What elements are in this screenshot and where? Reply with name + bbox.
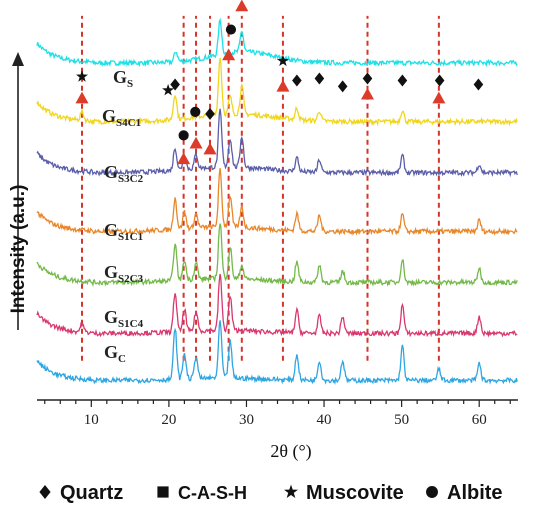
diamond-marker (473, 78, 484, 91)
legend-item-muscovite: Muscovite (284, 482, 404, 504)
series-line (36, 273, 518, 338)
circle-marker (178, 130, 189, 141)
diamond-marker (170, 78, 180, 91)
diamond-marker (397, 74, 408, 87)
series-label-main: G (104, 307, 118, 327)
series-line (36, 320, 518, 385)
axes-layer: Intensity (a.u.) 2θ (°) 10 20 30 40 50 60 (8, 52, 518, 462)
series-label-main: G (104, 162, 118, 182)
legend-label: Albite (447, 482, 503, 504)
square-legend-icon (157, 486, 169, 498)
legend-item-cash: C-A-S-H (157, 483, 247, 503)
series-label: GS (113, 67, 133, 90)
series-label: GS4C1 (102, 106, 141, 129)
circle-marker (190, 106, 201, 117)
series-label-sub: S2C3 (118, 273, 144, 285)
series-label-sub: C (118, 353, 126, 365)
legend: Quartz C-A-S-H Muscovite Albite (39, 482, 503, 504)
star-legend-icon (284, 484, 298, 498)
x-tick-label: 60 (472, 412, 487, 428)
series-label: GS1C4 (104, 307, 144, 330)
x-tick-label: 50 (394, 412, 409, 428)
series-label-sub: S (127, 78, 133, 90)
circle-marker (225, 24, 237, 35)
series-line (36, 168, 518, 237)
series-label-main: G (113, 67, 127, 87)
series-label: GS2C3 (104, 262, 144, 285)
triangle-marker (276, 79, 290, 92)
triangle-marker (177, 152, 191, 165)
x-tick-label: 20 (161, 412, 176, 428)
x-axis-label: 2θ (°) (270, 441, 311, 462)
star-marker (76, 70, 88, 82)
series-label: GC (104, 342, 126, 365)
diamond-legend-icon (39, 485, 51, 499)
series-line (36, 57, 518, 127)
series-label-sub: S1C4 (118, 318, 144, 330)
legend-label: Muscovite (306, 482, 404, 504)
triangle-marker (235, 0, 249, 12)
series-label-sub: S4C1 (116, 117, 141, 129)
triangle-marker (203, 142, 217, 155)
reference-lines-layer (80, 15, 440, 361)
circle-legend-icon (426, 486, 438, 498)
star-marker (276, 54, 289, 67)
series-line (36, 223, 518, 288)
diamond-marker (337, 80, 348, 93)
markers-layer (75, 0, 484, 165)
series-label-main: G (102, 106, 116, 126)
triangle-marker (75, 91, 89, 104)
series-label-main: G (104, 262, 118, 282)
triangle-marker (360, 87, 374, 100)
series-line (36, 108, 518, 178)
series-layer (36, 17, 518, 385)
diamond-marker (434, 74, 445, 87)
diamond-marker (205, 107, 215, 120)
series-label: GS3C2 (104, 162, 144, 185)
triangle-marker (222, 48, 236, 61)
series-label-sub: S1C1 (118, 231, 143, 243)
legend-item-albite: Albite (426, 482, 503, 504)
star-marker (162, 84, 175, 96)
diamond-marker (292, 74, 302, 87)
diamond-marker (362, 72, 373, 85)
x-tick-label: 30 (239, 412, 254, 428)
series-line (36, 17, 518, 68)
series-label: GS1C1 (104, 220, 143, 243)
y-axis-label: Intensity (a.u.) (8, 185, 29, 314)
diamond-marker (314, 72, 325, 85)
legend-label: C-A-S-H (178, 483, 247, 503)
series-label-sub: S3C2 (118, 173, 144, 185)
series-label-main: G (104, 220, 118, 240)
triangle-marker (432, 91, 446, 104)
y-axis-arrow-head (12, 52, 24, 66)
x-tick-label: 10 (84, 412, 99, 428)
legend-label: Quartz (60, 482, 123, 504)
x-tick-label: 40 (317, 412, 332, 428)
legend-item-quartz: Quartz (39, 482, 123, 504)
series-label-main: G (104, 342, 118, 362)
triangle-marker (189, 136, 203, 149)
